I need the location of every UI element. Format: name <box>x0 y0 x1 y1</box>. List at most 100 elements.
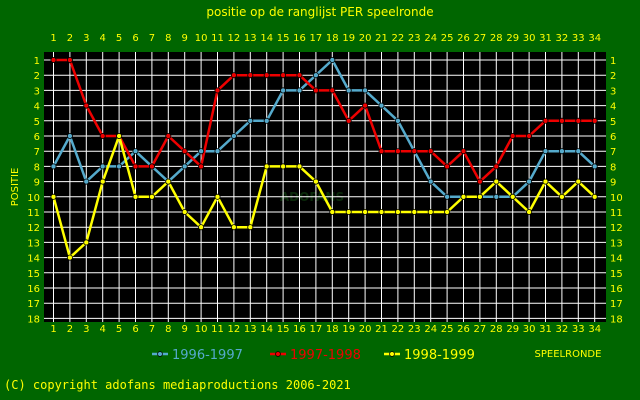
data-point-0 <box>116 163 123 170</box>
legend-marker <box>275 351 281 357</box>
x-tick-label-bottom: 10 <box>195 324 208 335</box>
data-point-2 <box>66 254 73 261</box>
data-point-0 <box>575 148 582 155</box>
x-tick-label-top: 22 <box>392 33 405 44</box>
data-point-1 <box>509 132 516 139</box>
data-point-1 <box>394 148 401 155</box>
y-tick-label-left: 7 <box>34 147 40 158</box>
x-tick-label-top: 12 <box>228 33 241 44</box>
data-point-2 <box>83 239 90 246</box>
y-tick-label-left: 2 <box>34 71 40 82</box>
x-tick-label-top: 19 <box>342 33 355 44</box>
data-point-0 <box>427 178 434 185</box>
data-point-0 <box>362 87 369 94</box>
data-point-2 <box>526 208 533 215</box>
x-tick-label-bottom: 1 <box>50 324 56 335</box>
y-tick-label-left: 18 <box>27 314 40 325</box>
x-tick-label-bottom: 33 <box>572 324 585 335</box>
x-tick-label-top: 32 <box>556 33 569 44</box>
copyright-text: (C) copyright adofans mediaproductions 2… <box>4 378 351 392</box>
x-tick-label-bottom: 24 <box>424 324 437 335</box>
x-tick-label-bottom: 3 <box>83 324 89 335</box>
y-tick-label-right: 18 <box>610 314 623 325</box>
data-point-1 <box>50 57 57 64</box>
x-tick-label-top: 2 <box>67 33 73 44</box>
x-tick-label-bottom: 31 <box>539 324 552 335</box>
data-point-1 <box>280 72 287 79</box>
data-point-1 <box>493 163 500 170</box>
data-point-2 <box>493 178 500 185</box>
data-point-1 <box>132 163 139 170</box>
data-point-1 <box>165 132 172 139</box>
data-point-0 <box>329 57 336 64</box>
data-point-2 <box>509 193 516 200</box>
data-point-0 <box>493 193 500 200</box>
data-point-2 <box>312 178 319 185</box>
y-tick-label-right: 8 <box>610 162 616 173</box>
y-tick-label-right: 17 <box>610 299 623 310</box>
y-tick-label-right: 1 <box>610 56 616 67</box>
data-point-2 <box>148 193 155 200</box>
x-tick-label-top: 13 <box>244 33 257 44</box>
data-point-0 <box>132 148 139 155</box>
x-tick-label-top: 30 <box>523 33 536 44</box>
y-axis-label: POSITIE <box>10 168 21 207</box>
x-tick-label-top: 21 <box>375 33 388 44</box>
data-point-0 <box>394 117 401 124</box>
chart-title: positie op de ranglijst PER speelronde <box>206 5 433 19</box>
data-point-1 <box>296 72 303 79</box>
data-point-1 <box>591 117 598 124</box>
data-point-0 <box>230 132 237 139</box>
data-point-2 <box>165 178 172 185</box>
data-point-1 <box>362 102 369 109</box>
data-point-1 <box>345 117 352 124</box>
x-tick-label-top: 18 <box>326 33 339 44</box>
y-tick-label-left: 9 <box>34 178 40 189</box>
x-tick-label-bottom: 13 <box>244 324 257 335</box>
x-tick-label-bottom: 23 <box>408 324 421 335</box>
data-point-1 <box>66 57 73 64</box>
y-tick-label-left: 11 <box>27 208 40 219</box>
data-point-0 <box>378 102 385 109</box>
y-tick-label-right: 5 <box>610 117 616 128</box>
x-tick-label-bottom: 22 <box>392 324 405 335</box>
data-point-2 <box>460 193 467 200</box>
x-tick-label-top: 33 <box>572 33 585 44</box>
data-point-0 <box>50 163 57 170</box>
y-tick-label-right: 16 <box>610 284 623 295</box>
data-point-1 <box>558 117 565 124</box>
x-tick-label-bottom: 34 <box>588 324 601 335</box>
data-point-0 <box>198 148 205 155</box>
x-tick-label-bottom: 26 <box>457 324 470 335</box>
x-tick-label-top: 28 <box>490 33 503 44</box>
data-series <box>50 57 598 261</box>
y-tick-label-left: 4 <box>34 102 40 113</box>
x-tick-label-bottom: 9 <box>182 324 188 335</box>
x-tick-label-top: 1 <box>50 33 56 44</box>
y-tick-label-left: 3 <box>34 86 40 97</box>
y-tick-label-right: 3 <box>610 86 616 97</box>
data-point-2 <box>296 163 303 170</box>
data-point-0 <box>181 163 188 170</box>
x-tick-label-bottom: 19 <box>342 324 355 335</box>
x-tick-label-bottom: 12 <box>228 324 241 335</box>
data-point-1 <box>444 163 451 170</box>
x-tick-label-top: 10 <box>195 33 208 44</box>
x-tick-label-top: 14 <box>260 33 273 44</box>
data-point-1 <box>411 148 418 155</box>
y-tick-label-left: 1 <box>34 56 40 67</box>
data-point-0 <box>558 148 565 155</box>
x-tick-label-top: 23 <box>408 33 421 44</box>
data-point-0 <box>66 132 73 139</box>
data-point-2 <box>476 193 483 200</box>
x-tick-label-top: 24 <box>424 33 437 44</box>
x-tick-label-top: 3 <box>83 33 89 44</box>
x-tick-label-top: 17 <box>310 33 323 44</box>
data-point-2 <box>99 178 106 185</box>
data-point-1 <box>83 102 90 109</box>
data-point-0 <box>214 148 221 155</box>
data-point-1 <box>378 148 385 155</box>
y-tick-label-right: 10 <box>610 193 623 204</box>
data-point-2 <box>230 224 237 231</box>
